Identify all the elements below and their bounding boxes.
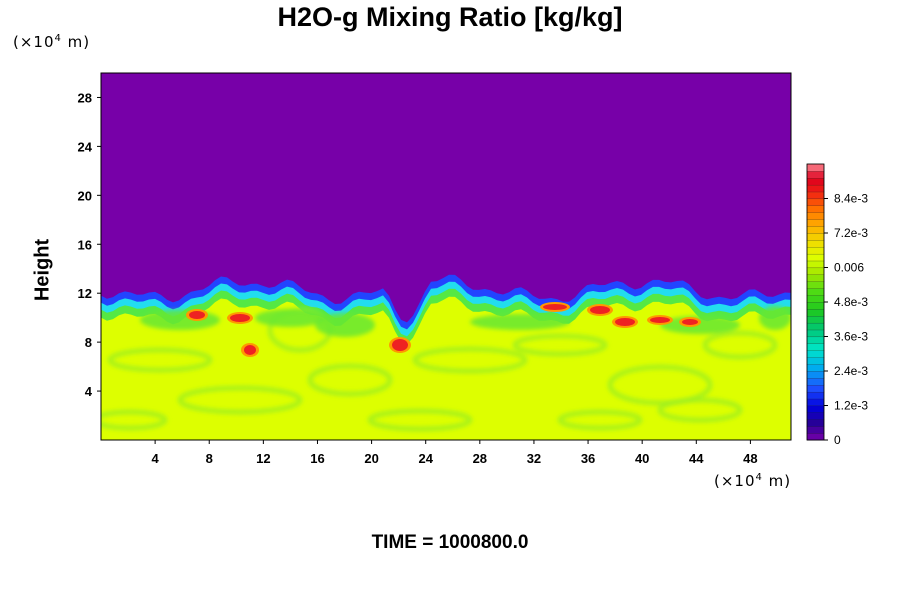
colorbar-swatch: [806, 308, 825, 317]
colorbar-tick-label: 4.8e-3: [834, 295, 868, 309]
colorbar-swatch: [806, 384, 825, 393]
colorbar-swatch: [806, 267, 825, 275]
x-tick-label: 4: [152, 451, 160, 466]
colorbar-swatch: [806, 343, 825, 351]
colorbar-swatch: [806, 239, 825, 248]
y-tick-label: 4: [85, 384, 93, 399]
plot-area: [101, 73, 791, 440]
colorbar-tick-label: 3.6e-3: [834, 330, 868, 344]
x-tick-label: 16: [310, 451, 324, 466]
x-tick-label: 28: [473, 451, 487, 466]
x-tick-label: 48: [743, 451, 757, 466]
colorbar-swatch: [806, 405, 825, 413]
high-moisture-patches: [186, 302, 701, 357]
colorbar-swatch: [806, 426, 825, 434]
x-tick-label: 8: [206, 451, 213, 466]
x-axis-ticks: 4 8 12 16 20 24 28 32 36 40 44 48: [152, 440, 758, 466]
colorbar-swatch: [806, 232, 825, 241]
colorbar-tick-label: 7.2e-3: [834, 226, 868, 240]
colorbar-tick-label: 0: [834, 433, 841, 447]
y-axis-ticks: 4 8 12 16 20 24 28: [78, 90, 101, 399]
colorbar-swatch: [806, 350, 825, 358]
eddy-texture: [101, 306, 791, 432]
colorbar-swatch: [806, 253, 825, 262]
colorbar-swatch: [806, 184, 825, 193]
colorbar-swatch: [806, 260, 825, 269]
colorbar-swatch: [806, 357, 825, 365]
colorbar-swatch: [806, 315, 825, 324]
colorbar-swatch: [806, 205, 825, 213]
y-tick-label: 16: [78, 237, 92, 252]
colorbar-swatch: [806, 419, 825, 427]
colorbar-swatch: [806, 281, 825, 289]
colorbar-swatch: [806, 412, 825, 420]
colorbar-tick-label: 1.2e-3: [834, 399, 868, 413]
x-tick-label: 32: [527, 451, 541, 466]
colorbar-swatch: [806, 274, 825, 282]
colorbar-swatch: [806, 391, 825, 400]
colorbar-swatch: [806, 191, 825, 200]
colorbar-swatch: [806, 336, 825, 344]
y-tick-label: 12: [78, 286, 92, 301]
x-axis-unit: (×104 m): [714, 472, 792, 490]
time-label: TIME = 1000800.0: [371, 532, 529, 553]
colorbar-swatch: [806, 432, 825, 441]
colorbar-tick-label: 0.006: [834, 261, 864, 275]
chart-title: H2O-g Mixing Ratio [kg/kg]: [277, 2, 623, 32]
y-tick-label: 24: [78, 139, 93, 154]
colorbar-tick-label: 8.4e-3: [834, 192, 868, 206]
colorbar-swatch: [806, 288, 825, 296]
colorbar-swatch: [806, 329, 825, 338]
x-tick-label: 24: [418, 451, 433, 466]
y-axis-unit: (×104 m): [13, 33, 91, 51]
x-tick-label: 20: [364, 451, 378, 466]
colorbar-swatch: [806, 246, 825, 255]
colorbar-swatch: [806, 370, 825, 379]
colorbar-swatch: [806, 198, 825, 206]
colorbar-swatch: [806, 363, 825, 372]
y-tick-label: 20: [78, 188, 92, 203]
colorbar-swatch: [806, 163, 825, 172]
plot-frame: [100, 72, 792, 441]
colorbar-swatch: [806, 301, 825, 310]
colorbar-swatch: [806, 294, 825, 303]
x-tick-label: 44: [689, 451, 704, 466]
x-tick-label: 36: [581, 451, 595, 466]
colorbar: 0 1.2e-3 2.4e-3 3.6e-3 4.8e-3 0.006 7.2e-3 8.4e…: [806, 163, 868, 447]
x-tick-label: 40: [635, 451, 649, 466]
colorbar-tick-label: 2.4e-3: [834, 364, 868, 378]
y-tick-label: 8: [85, 335, 92, 350]
colorbar-swatch: [806, 212, 825, 220]
colorbar-swatch: [806, 225, 825, 234]
x-tick-label: 12: [256, 451, 270, 466]
colorbar-swatch: [806, 219, 825, 227]
colorbar-swatch: [806, 322, 825, 331]
colorbar-swatch: [806, 170, 825, 179]
colorbar-swatch: [806, 398, 825, 407]
colorbar-swatch: [806, 377, 825, 386]
y-tick-label: 28: [78, 90, 92, 105]
colorbar-swatch: [806, 177, 825, 186]
